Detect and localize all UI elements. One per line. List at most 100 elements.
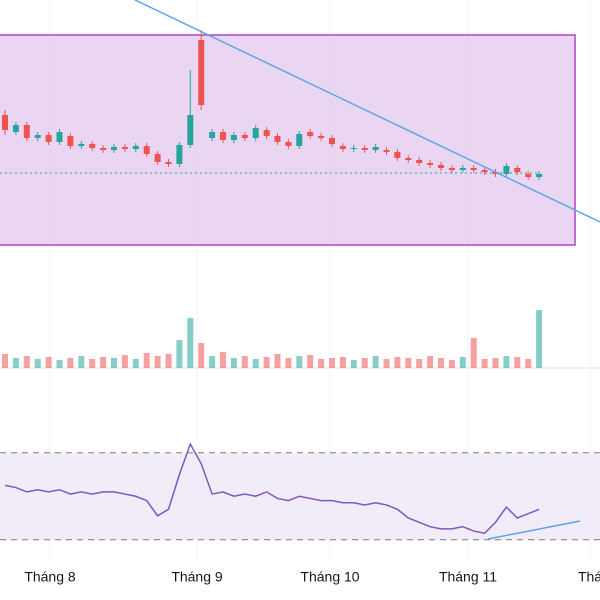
candle-body xyxy=(198,40,205,105)
candle-body xyxy=(372,147,379,150)
volume-bar xyxy=(132,359,139,368)
x-tick-label: Tháng 11 xyxy=(439,569,497,585)
volume-bar xyxy=(12,358,19,368)
volume-bar xyxy=(405,358,412,368)
candle-body xyxy=(165,162,172,164)
volume-bar xyxy=(285,358,292,368)
candle-body xyxy=(307,132,314,136)
candle-body xyxy=(416,160,423,163)
volume-bar xyxy=(89,359,96,368)
volume-bar xyxy=(525,359,532,368)
candle-body xyxy=(394,152,401,158)
volume-bar xyxy=(56,360,63,368)
x-tick-label: Tháng 9 xyxy=(171,569,223,585)
candle-body xyxy=(67,136,74,146)
candle-body xyxy=(34,135,41,138)
candle-body xyxy=(176,145,183,164)
volume-bar xyxy=(263,357,270,368)
rsi-trend-line xyxy=(487,520,581,540)
volume-bar xyxy=(209,356,216,368)
candle-body xyxy=(438,165,444,168)
volume-bar xyxy=(394,357,401,368)
volume-bar xyxy=(143,353,150,368)
candle-body xyxy=(492,172,499,174)
candle-body xyxy=(285,142,292,146)
candle-body xyxy=(187,115,194,145)
candle-body xyxy=(209,132,216,138)
volume-bar xyxy=(274,354,281,368)
candle-body xyxy=(111,147,117,150)
candle-body xyxy=(23,125,30,138)
candle-body xyxy=(503,166,510,174)
candle-body xyxy=(121,147,128,149)
candle-body xyxy=(45,135,52,142)
volume-bar xyxy=(329,358,335,368)
volume-bar xyxy=(220,352,226,368)
candle-body xyxy=(89,144,96,148)
candle-body xyxy=(318,136,325,138)
candle-body xyxy=(383,150,390,152)
volume-bar xyxy=(100,357,107,368)
volume-bar xyxy=(416,359,423,368)
volume-bar xyxy=(503,356,510,368)
volume-bar xyxy=(492,358,499,368)
candle-body xyxy=(274,136,281,142)
candle-body xyxy=(470,168,477,170)
x-tick-label: Tháng 10 xyxy=(300,569,359,585)
volume-bar xyxy=(176,340,183,368)
volume-bar xyxy=(45,357,52,368)
volume-bar xyxy=(230,358,237,368)
volume-bar xyxy=(383,359,390,368)
volume-bar xyxy=(339,357,346,368)
trend-line xyxy=(134,0,600,223)
candle-body xyxy=(481,170,488,172)
candle-body xyxy=(56,132,63,142)
candle-body xyxy=(252,128,259,138)
candle-body xyxy=(339,146,346,149)
candle-body xyxy=(329,138,335,144)
candle-body xyxy=(350,148,357,149)
volume-bar xyxy=(111,358,117,368)
candle-body xyxy=(459,168,466,170)
candle-body xyxy=(143,146,150,154)
volume-bar xyxy=(154,356,161,368)
candle-body xyxy=(78,144,85,146)
volume-bar xyxy=(198,343,205,368)
candle-body xyxy=(12,125,19,132)
volume-bar xyxy=(241,356,248,368)
candle-body xyxy=(230,135,237,140)
volume-bar xyxy=(296,356,303,368)
volume-bar xyxy=(187,318,194,368)
volume-bar xyxy=(470,338,477,368)
x-tick-label: Thá xyxy=(578,569,600,585)
volume-bar xyxy=(514,357,521,368)
candle-body xyxy=(296,134,303,146)
candle-body xyxy=(220,132,226,140)
volume-bar xyxy=(2,354,8,368)
candle-body xyxy=(427,163,434,165)
volume-bar xyxy=(78,356,85,368)
candle-body xyxy=(154,154,161,162)
candle-body xyxy=(514,168,521,172)
candle-body xyxy=(100,148,107,150)
volume-bar xyxy=(361,358,368,368)
candle-body xyxy=(132,146,139,149)
candle-body xyxy=(263,130,270,136)
volume-bar xyxy=(372,356,379,368)
candle-body xyxy=(536,174,543,177)
volume-bar xyxy=(481,359,488,368)
candle-body xyxy=(405,158,412,160)
x-tick-label: Tháng 8 xyxy=(24,569,76,585)
marks xyxy=(0,30,600,541)
candle-body xyxy=(241,135,248,138)
range-box xyxy=(0,34,576,246)
candle-body xyxy=(361,148,368,150)
candle-body xyxy=(525,174,532,177)
volume-bar xyxy=(350,360,357,368)
volume-bar xyxy=(34,359,41,368)
volume-bar xyxy=(23,356,30,368)
candle-body xyxy=(448,168,455,170)
